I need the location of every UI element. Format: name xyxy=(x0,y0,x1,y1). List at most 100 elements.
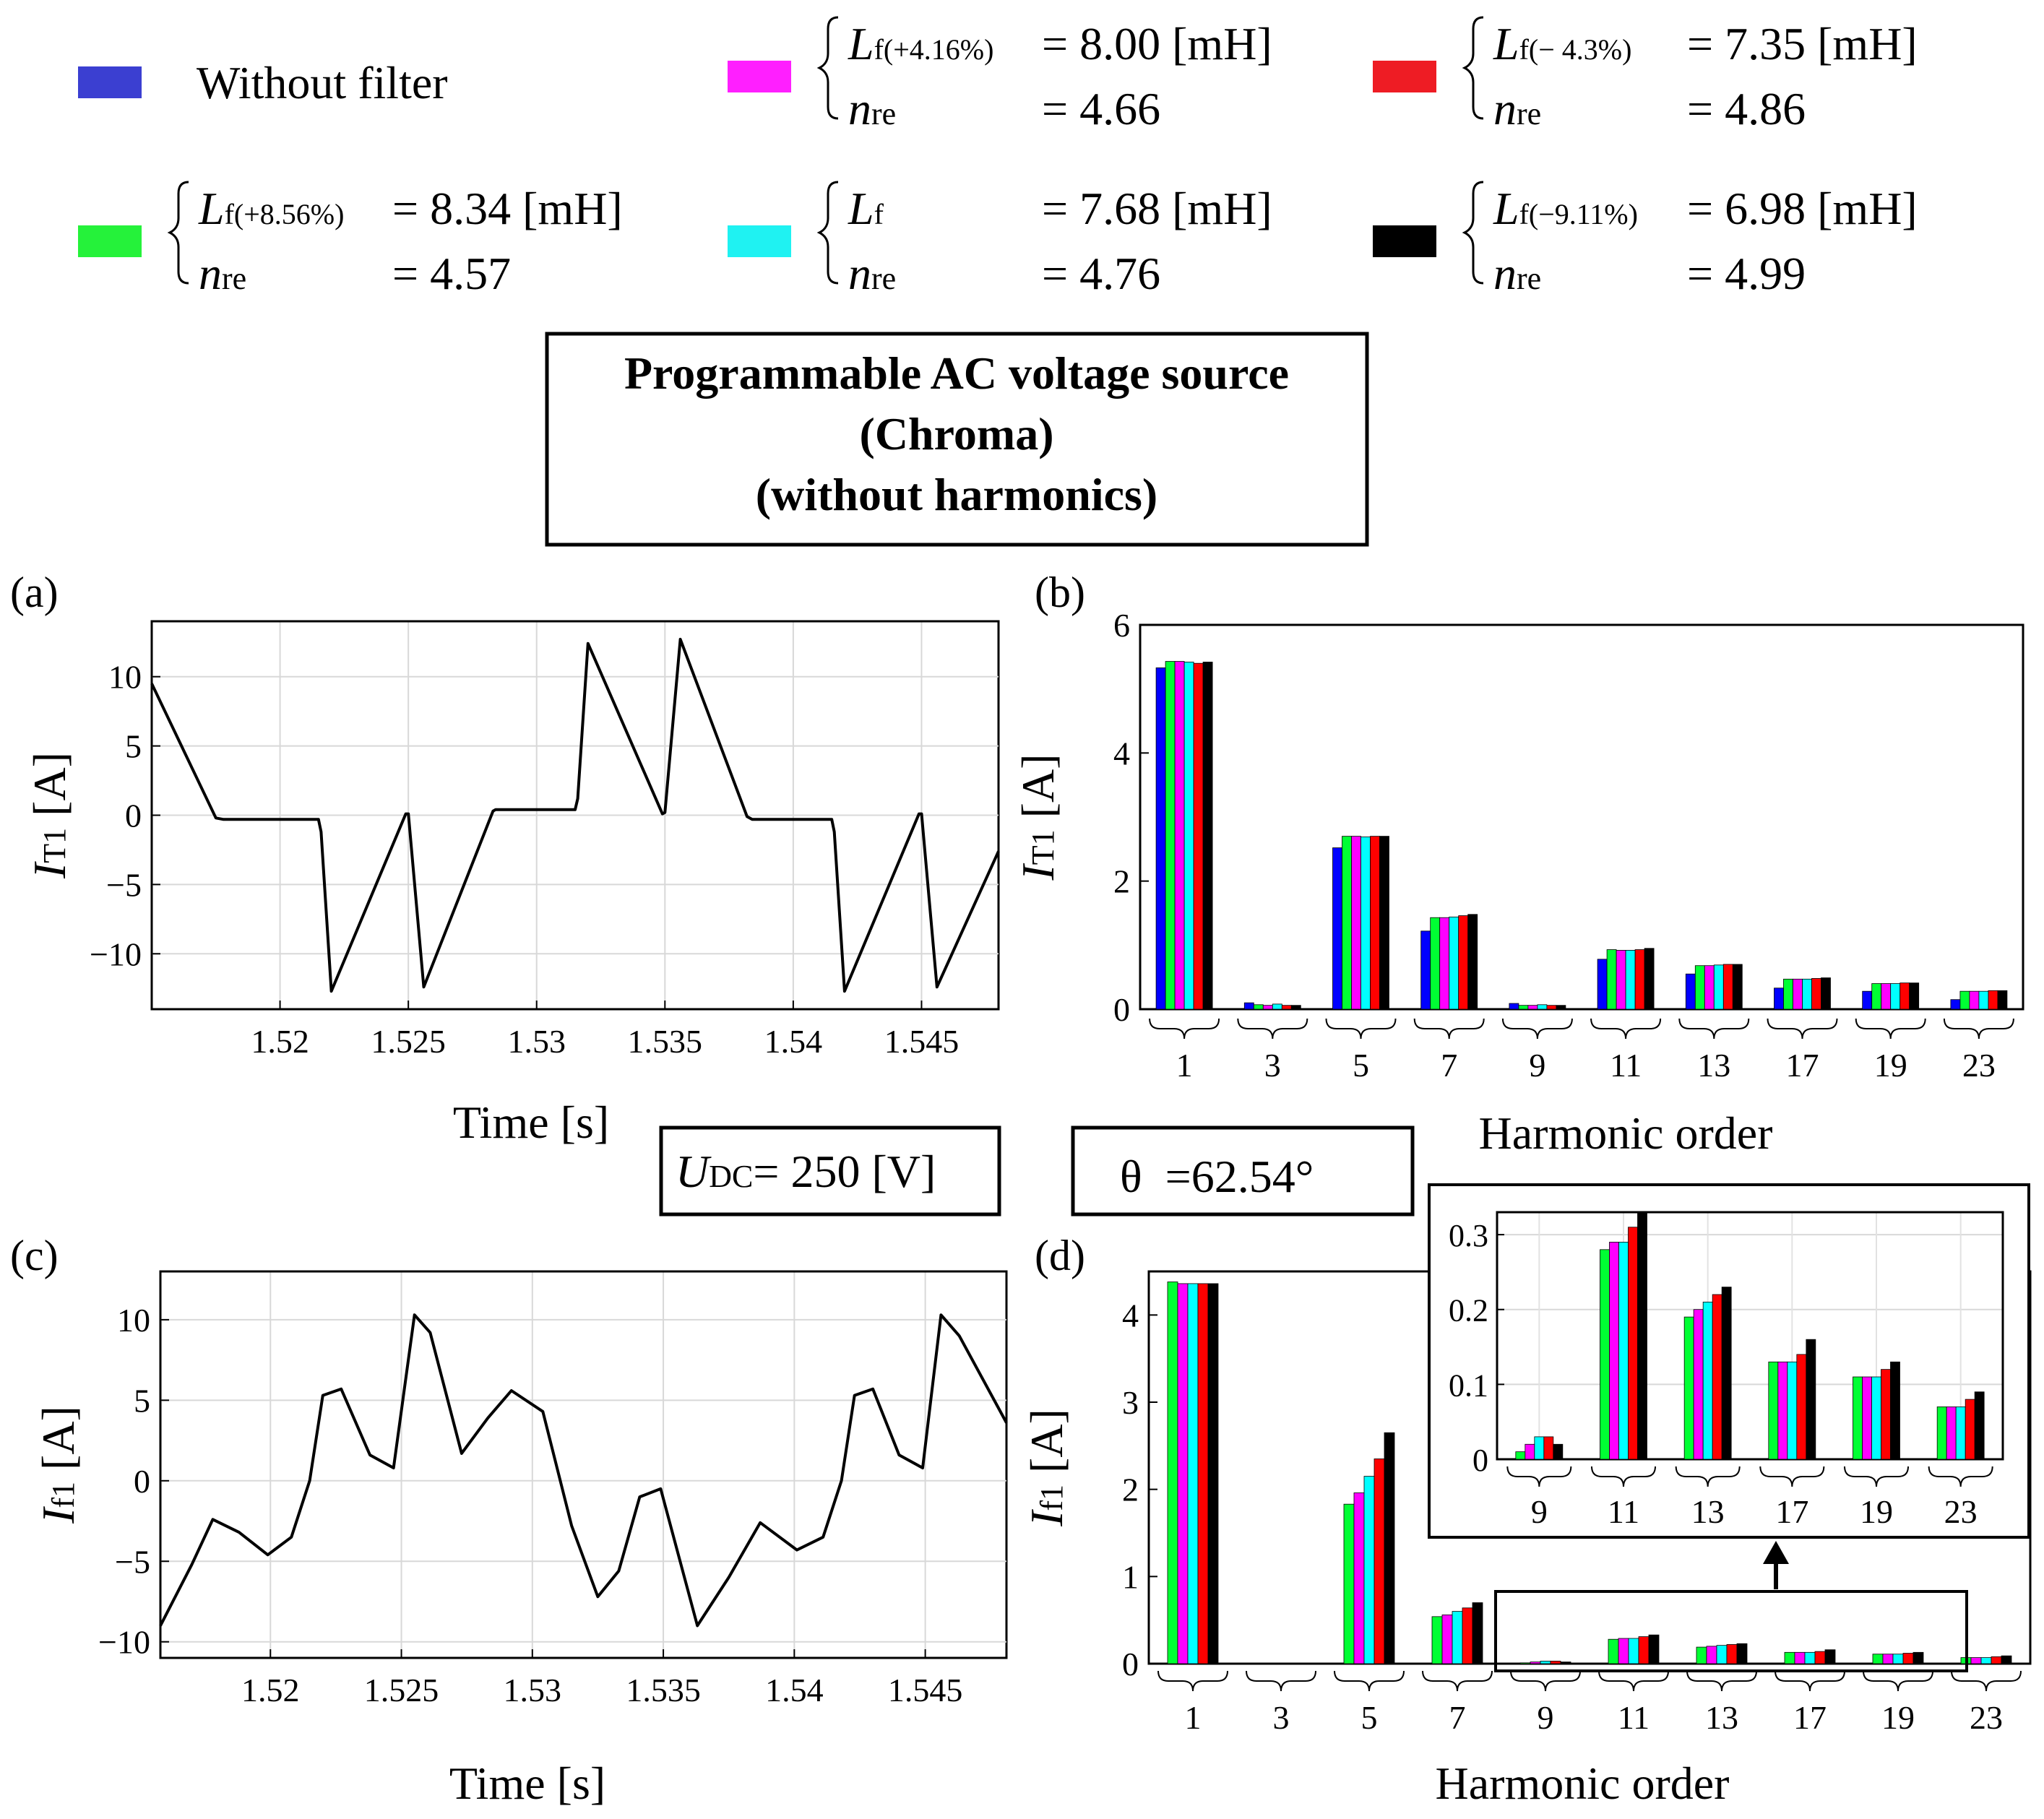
x-tick-label: 1.54 xyxy=(764,1023,823,1060)
x-tick-label: 17 xyxy=(1786,1047,1819,1084)
y-tick-label: 3 xyxy=(1122,1384,1139,1421)
legend-brace xyxy=(1462,16,1484,120)
source-box-line1: Programmable AC voltage source xyxy=(624,347,1289,399)
bar-h1-s1 xyxy=(1167,1282,1178,1664)
legend-item-lf-nominal: Lf = 7.68 [mH] nre = 4.76 xyxy=(728,181,1272,299)
bar-h13-s1 xyxy=(1685,973,1696,1010)
bar-h17-s6 xyxy=(1821,977,1831,1010)
category-brace xyxy=(1686,1670,1757,1692)
bar-h3-s4 xyxy=(1285,1662,1297,1664)
bar-h17-s5 xyxy=(1824,1649,1836,1664)
bar-h7-s1 xyxy=(1431,1616,1443,1664)
x-tick-label: 3 xyxy=(1273,1699,1290,1736)
bar-h23-s2 xyxy=(1970,1657,1982,1664)
inset-bar-h11-s1 xyxy=(1600,1249,1610,1460)
x-tick-label: 1.545 xyxy=(888,1672,963,1708)
y-tick-label: 2 xyxy=(1113,863,1130,900)
bar-h19-s3 xyxy=(1881,983,1892,1010)
bar-h5-s1 xyxy=(1343,1503,1355,1664)
bar-h9-s4 xyxy=(1550,1660,1561,1664)
bar-h7-s2 xyxy=(1441,1615,1453,1664)
y-tick-label: −10 xyxy=(90,936,142,972)
legend-brace xyxy=(167,181,189,285)
bar-h9-s2 xyxy=(1518,1005,1529,1010)
bar-h23-s6 xyxy=(1997,990,2008,1010)
bar-h11-s2 xyxy=(1606,949,1617,1010)
bar-h19-s5 xyxy=(1913,1651,1924,1664)
bar-h7-s6 xyxy=(1467,914,1478,1010)
y-axis-label: If1 [A] xyxy=(1021,1409,1072,1527)
bar-h11-s4 xyxy=(1638,1636,1650,1664)
bar-h11-s5 xyxy=(1648,1634,1660,1664)
theta-box-frame xyxy=(1071,1125,1415,1217)
legend-swatch xyxy=(728,225,791,257)
y-axis-label: IT1 [A] xyxy=(24,752,75,879)
inset-y-tick-label: 0.3 xyxy=(1449,1218,1488,1253)
x-tick-label: 1.52 xyxy=(241,1672,300,1708)
bar-h13-s3 xyxy=(1716,1645,1728,1664)
bar-h17-s5 xyxy=(1811,978,1821,1010)
bar-h1-s4 xyxy=(1197,1283,1209,1664)
legend-ratio-text: nre = 4.57 xyxy=(199,248,511,299)
category-brace xyxy=(1951,1670,2022,1692)
bar-h9-s5 xyxy=(1560,1662,1571,1664)
legend-item-without-filter: Without filter xyxy=(78,57,448,108)
legend-swatch xyxy=(78,225,142,257)
legend-ratio-text: nre = 4.99 xyxy=(1493,248,1806,299)
inset-bar-h19-s5 xyxy=(1890,1361,1900,1460)
x-axis-label: Harmonic order xyxy=(1479,1107,1773,1159)
bar-h5-s3 xyxy=(1363,1476,1375,1664)
udc-box: UDC= 250 [V] xyxy=(659,1125,1001,1217)
bar-h23-s1 xyxy=(1950,999,1961,1010)
inset-bar-h23-s3 xyxy=(1955,1407,1966,1460)
bar-h11-s6 xyxy=(1644,948,1655,1010)
x-tick-label: 9 xyxy=(1529,1047,1545,1084)
bar-h3-s3 xyxy=(1262,1005,1273,1010)
zoom-arrow-head xyxy=(1763,1541,1789,1564)
x-tick-label: 1.53 xyxy=(507,1023,566,1060)
source-box: Programmable AC voltage source (Chroma) … xyxy=(545,332,1369,547)
y-tick-label: 0 xyxy=(125,798,142,834)
category-brace xyxy=(1855,1018,1926,1040)
bar-h9-s2 xyxy=(1530,1662,1541,1664)
zoom-region-box xyxy=(1494,1590,1968,1672)
bar-h13-s4 xyxy=(1713,964,1724,1010)
bar-h1-s2 xyxy=(1165,661,1176,1010)
x-tick-label: 19 xyxy=(1881,1699,1915,1736)
inset-category-brace xyxy=(1928,1466,1993,1487)
inset-category-brace xyxy=(1844,1466,1909,1487)
inset-bar-h17-s3 xyxy=(1787,1361,1798,1460)
bar-h23-s5 xyxy=(2001,1655,2012,1664)
plot-frame xyxy=(159,1270,1008,1659)
inset-bar-h13-s2 xyxy=(1693,1309,1704,1460)
bar-h11-s1 xyxy=(1597,959,1608,1010)
bar-h1-s6 xyxy=(1202,662,1213,1010)
bar-h13-s2 xyxy=(1706,1646,1717,1664)
x-axis-label: Time [s] xyxy=(453,1097,609,1148)
y-tick-label: 4 xyxy=(1122,1297,1139,1334)
category-brace xyxy=(1510,1670,1581,1692)
panel-a-time-current: (a) −10 −5 0 5 10 IT1 [A] Time [s] 1.52 1.525 1.5… xyxy=(10,569,1000,1148)
bar-h23-s5 xyxy=(1988,990,1998,1010)
inset-bar-h23-s1 xyxy=(1936,1407,1947,1460)
bar-h1-s2 xyxy=(1177,1283,1189,1664)
x-tick-label: 23 xyxy=(1970,1699,2003,1736)
bar-h7-s3 xyxy=(1452,1611,1463,1664)
bar-h5-s2 xyxy=(1353,1492,1365,1664)
inset-bar-h13-s4 xyxy=(1712,1294,1722,1460)
inset-bar-h13-s5 xyxy=(1721,1287,1732,1460)
bar-h19-s4 xyxy=(1890,983,1901,1010)
bar-h19-s1 xyxy=(1862,990,1873,1010)
inset-category-brace xyxy=(1506,1466,1572,1487)
x-tick-label: 1 xyxy=(1176,1047,1193,1084)
bar-h3-s5 xyxy=(1281,1005,1292,1010)
bar-h19-s5 xyxy=(1899,982,1910,1010)
legend-inductance-text: Lf(−9.11%) = 6.98 [mH] xyxy=(1493,183,1918,234)
inset-x-tick-label: 11 xyxy=(1608,1493,1639,1530)
category-brace xyxy=(1334,1670,1405,1692)
x-tick-label: 5 xyxy=(1361,1699,1378,1736)
y-tick-label: 10 xyxy=(117,1302,150,1339)
category-brace xyxy=(1678,1018,1750,1040)
bar-h23-s3 xyxy=(1969,990,1980,1010)
x-tick-label: 1.53 xyxy=(504,1672,562,1708)
